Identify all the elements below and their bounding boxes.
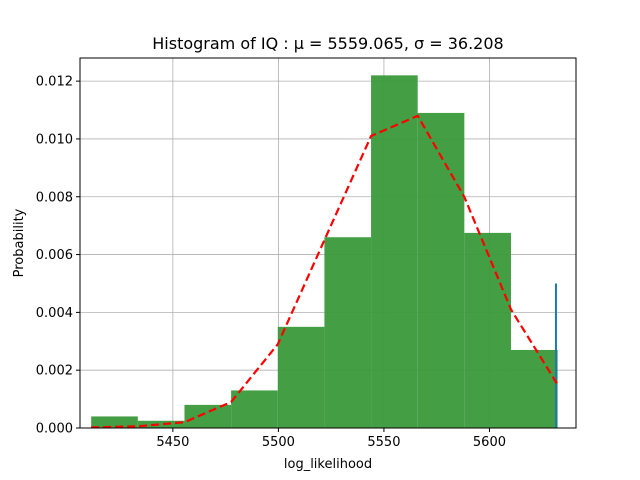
histogram-bars — [91, 75, 558, 428]
y-tick-label-2: 0.004 — [36, 306, 73, 321]
x-tick-label-3: 5600 — [473, 435, 506, 450]
y-axis-ticks: 0.000 0.002 0.004 0.006 0.008 0.010 0.012 — [36, 75, 80, 437]
fit-curve — [91, 114, 559, 429]
y-tick-label-1: 0.002 — [36, 364, 73, 379]
y-tick-label-3: 0.006 — [36, 248, 73, 263]
plot-frame — [79, 57, 577, 429]
histogram-bar-7 — [417, 112, 465, 428]
histogram-bar-9 — [510, 349, 558, 428]
histogram-bar-8 — [464, 232, 511, 428]
histogram-bar-6 — [371, 75, 418, 428]
histogram-bar-5 — [324, 237, 372, 428]
y-tick-label-5: 0.010 — [36, 132, 73, 147]
y-tick-label-6: 0.012 — [36, 75, 73, 90]
x-tick-label-0: 5450 — [156, 435, 189, 450]
y-tick-label-4: 0.008 — [36, 190, 73, 205]
fit-curve-group — [91, 114, 559, 429]
histogram-bar-4 — [277, 326, 325, 428]
y-tick-label-0: 0.000 — [36, 422, 73, 437]
x-axis-label: log_likelihood — [284, 457, 372, 472]
y-axis-label: Probability — [12, 208, 27, 277]
histogram-bar-3 — [231, 390, 278, 428]
histogram-bar-2 — [184, 404, 232, 428]
chart-title: Histogram of IQ : μ = 5559.065, σ = 36.2… — [152, 34, 503, 53]
x-tick-label-1: 5500 — [262, 435, 295, 450]
histogram-bar-0 — [91, 416, 138, 428]
histogram-bar-1 — [137, 420, 185, 428]
x-axis-ticks: 5450 5500 5550 5600 — [156, 428, 506, 450]
x-tick-label-2: 5550 — [367, 435, 400, 450]
